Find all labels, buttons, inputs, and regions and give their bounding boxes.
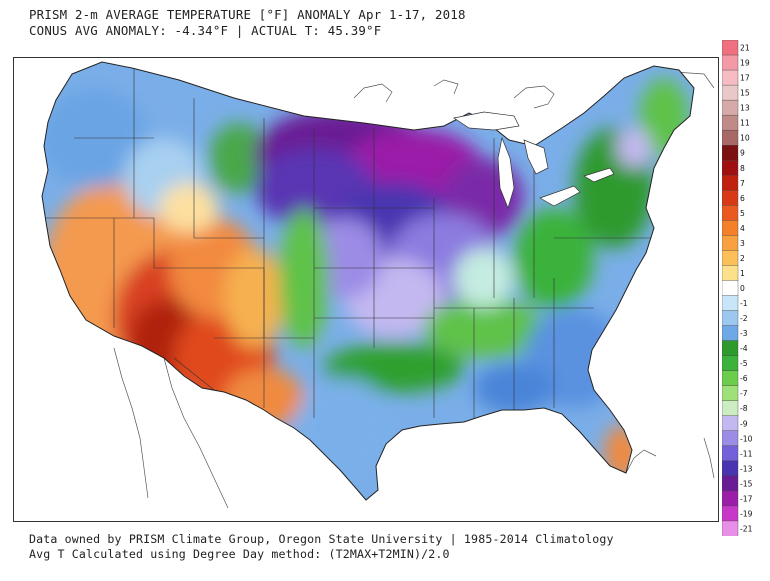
legend-swatch [722, 400, 739, 417]
legend-label: -8 [740, 404, 748, 413]
legend-swatch [722, 475, 739, 492]
conus-outline [41, 61, 695, 501]
legend-swatch [722, 340, 739, 357]
legend-swatch [722, 310, 739, 327]
legend-swatch [722, 54, 739, 71]
legend-label: -9 [740, 419, 748, 428]
legend-swatch [722, 145, 739, 161]
legend-swatch [722, 280, 739, 297]
legend-swatch [722, 370, 739, 387]
legend-swatch [722, 250, 739, 266]
legend-swatch [722, 40, 739, 56]
legend-label: -10 [740, 434, 753, 443]
legend-swatch [722, 520, 739, 536]
legend-swatch [722, 235, 739, 251]
legend-swatch [722, 175, 739, 191]
legend-label: -21 [740, 524, 753, 533]
footer-method: Avg T Calculated using Degree Day method… [29, 547, 450, 561]
legend-swatch [722, 265, 739, 281]
legend-swatch [722, 114, 739, 131]
map-subtitle: CONUS AVG ANOMALY: -4.34°F | ACTUAL T: 4… [29, 23, 382, 38]
legend-label: 21 [740, 44, 750, 53]
legend-label: 6 [740, 194, 745, 203]
legend-label: 10 [740, 134, 750, 143]
legend-label: -11 [740, 449, 753, 458]
legend-swatch [722, 505, 739, 522]
legend-swatch [722, 205, 739, 221]
footer-credit: Data owned by PRISM Climate Group, Orego… [29, 532, 614, 546]
legend-swatch [722, 129, 739, 146]
legend-swatch [722, 220, 739, 236]
legend-label: 7 [740, 179, 745, 188]
legend-swatch [722, 460, 739, 477]
legend-label: 1 [740, 269, 745, 278]
legend-swatch [722, 430, 739, 447]
color-legend: 21 19 17 15 13 11 10 9 8 7 6 5 4 3 2 1 0 -1 -2 -3 -4 -5 -6 -7 -8… [722, 40, 756, 536]
legend-label: -17 [740, 494, 753, 503]
legend-label: 0 [740, 284, 745, 293]
legend-label: -5 [740, 359, 748, 368]
legend-label: -15 [740, 479, 753, 488]
legend-label: 15 [740, 89, 750, 98]
legend-label: 11 [740, 119, 750, 128]
legend-label: -19 [740, 509, 753, 518]
legend-label: -7 [740, 389, 748, 398]
legend-swatch [722, 325, 739, 342]
legend-label: 8 [740, 164, 745, 173]
legend-label: 3 [740, 239, 745, 248]
legend-swatch [722, 385, 739, 402]
temperature-anomaly-map [13, 57, 719, 522]
map-canvas [14, 58, 718, 521]
map-title: PRISM 2-m AVERAGE TEMPERATURE [°F] ANOMA… [29, 7, 466, 22]
legend-swatch [722, 490, 739, 507]
legend-label: 13 [740, 104, 750, 113]
legend-swatch [722, 445, 739, 462]
state-boundaries [42, 62, 654, 428]
legend-label: -6 [740, 374, 748, 383]
legend-swatch [722, 355, 739, 372]
legend-swatch [722, 190, 739, 206]
map-header: PRISM 2-m AVERAGE TEMPERATURE [°F] ANOMA… [29, 7, 466, 39]
legend-label: 4 [740, 224, 745, 233]
map-footer: Data owned by PRISM Climate Group, Orego… [29, 532, 614, 562]
legend-swatch [722, 99, 739, 116]
legend-label: 17 [740, 74, 750, 83]
legend-swatch [722, 160, 739, 176]
legend-label: 2 [740, 254, 745, 263]
legend-label: 19 [740, 59, 750, 68]
great-lakes [453, 111, 615, 210]
legend-swatch [722, 84, 739, 101]
legend-swatch [722, 69, 739, 86]
legend-label: -3 [740, 329, 748, 338]
legend-label: -13 [740, 464, 753, 473]
legend-label: 5 [740, 209, 745, 218]
legend-label: -4 [740, 344, 748, 353]
legend-swatch [722, 295, 739, 312]
legend-swatch [722, 415, 739, 432]
legend-label: 9 [740, 149, 745, 158]
legend-colorbar: 211917151311109876543210-1-2-3-4-5-6-7-8… [722, 40, 753, 536]
legend-label: -2 [740, 314, 748, 323]
legend-label: -1 [740, 299, 748, 308]
